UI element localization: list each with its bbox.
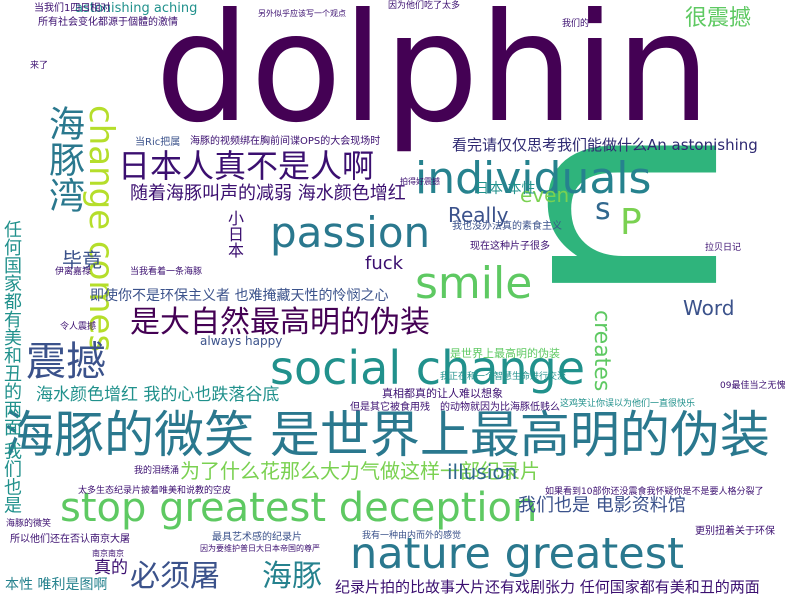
word: creates <box>589 310 614 392</box>
word: Really <box>448 203 509 227</box>
word: 很震撼 <box>685 6 752 31</box>
word: 我们的 <box>562 19 590 29</box>
word: stop greatest deception <box>60 485 538 531</box>
word: 海豚的微笑 <box>6 519 52 529</box>
word: 是大自然最高明的伪装 <box>130 305 430 340</box>
word: 的动物就因为比海豚低贱么 <box>440 402 560 413</box>
word: 南京南京 <box>92 549 124 558</box>
word: 必须屠 <box>130 559 220 594</box>
word: 海水颜色增红 我的心也跌落谷底 <box>36 385 280 405</box>
word: 更别扭着关于环保 <box>695 526 775 537</box>
word: even <box>520 183 570 207</box>
word: 我正在和一个智慧生命进行交流 <box>440 372 567 382</box>
word: 我的泪绣涌 <box>134 466 180 476</box>
word: 本性 唯利是图啊 <box>5 577 108 593</box>
word: 最具艺术感的纪录片 <box>212 532 302 543</box>
word: 海豚 <box>262 559 322 594</box>
word: 令人震撼 <box>60 322 97 332</box>
word: 太多生态纪录片披着唯美和说教的空皮 <box>78 486 232 496</box>
word: 我有一种由内而外的感觉 <box>362 531 462 541</box>
word: change comes <box>81 105 121 353</box>
word: 为了什么花那么大力气做这样一部纪录片 <box>180 459 540 483</box>
word: smile <box>415 258 533 309</box>
word: 真的 <box>94 558 128 578</box>
word: 我们也是 电影资料馆 <box>518 495 686 516</box>
word: 另外似乎应该写一个观点 <box>258 9 346 18</box>
word: 这鸡笑让你误以为他们一直很快乐 <box>560 399 696 409</box>
word: 海豚湾 <box>43 105 84 213</box>
word: 所有社会变化都源于個體的激情 <box>38 17 178 28</box>
word: 随着海豚叫声的减弱 海水颜色增红 <box>130 183 406 204</box>
word: 当Ric把属 <box>135 137 181 148</box>
word: astonishing aching <box>75 1 198 16</box>
word: 即使你不是环保主义者 也难掩藏天性的怜悯之心 <box>90 288 389 304</box>
word: always happy <box>200 334 283 348</box>
word: individuals <box>415 153 652 204</box>
word: 真相都真的让人难以想象 <box>382 387 503 400</box>
word: 任何国家都有美和丑的两面 我们也是 <box>1 220 22 514</box>
word: 09最佳当之无愧 <box>720 381 786 391</box>
word: 日本 本性 <box>475 181 536 197</box>
word: 海豚的微笑 是世界上最高明的伪装 <box>4 406 770 464</box>
word: u <box>481 120 800 311</box>
word: 因为要维护普日大日本帝国的尊严 <box>200 544 320 553</box>
word: 当我看着一条海豚 <box>130 267 203 277</box>
word: 现在这种片子很多 <box>470 241 550 252</box>
word: 伊离嘉禄 <box>55 267 92 277</box>
word: 当我们1四日相对 <box>34 3 111 14</box>
word: 拍得好震撼 <box>400 177 440 186</box>
word: s <box>595 192 611 227</box>
word: 因为他们吃了太多 <box>388 1 461 11</box>
word: 如果看到10部你还没震食我怀疑你是不是要人格分裂了 <box>545 487 764 497</box>
word: passion <box>270 208 431 257</box>
word: fuck <box>365 253 404 274</box>
word: 是世界上最高明的伪装 <box>450 347 560 360</box>
word: 日本人真不是人啊 <box>118 147 375 185</box>
word: dolphin <box>155 0 711 156</box>
word: 但是其它被食用残 <box>350 402 430 413</box>
word: 我也没办法真的素食主义 <box>452 221 562 232</box>
word: illusion <box>447 460 518 484</box>
word: social change <box>270 341 586 395</box>
word: 震撼 <box>26 339 106 385</box>
word: 小日本 <box>225 210 244 258</box>
word: 海豚的视频绑在胸前间谍OPS的大会现场时 <box>190 136 381 147</box>
word: 拉贝日记 <box>705 243 742 253</box>
word: 毕竟 <box>62 248 102 272</box>
word: nature greatest <box>350 529 684 579</box>
word: 纪录片拍的比故事大片还有戏剧张力 任何国家都有美和丑的两面 <box>335 578 760 596</box>
word: Word <box>683 296 735 320</box>
word: 来了 <box>30 61 49 71</box>
word: 所以他们还在否认南京大屠 <box>10 534 130 545</box>
word: 看完请仅仅思考我们能做什么An astonishing <box>452 136 758 154</box>
word: P <box>620 202 642 243</box>
